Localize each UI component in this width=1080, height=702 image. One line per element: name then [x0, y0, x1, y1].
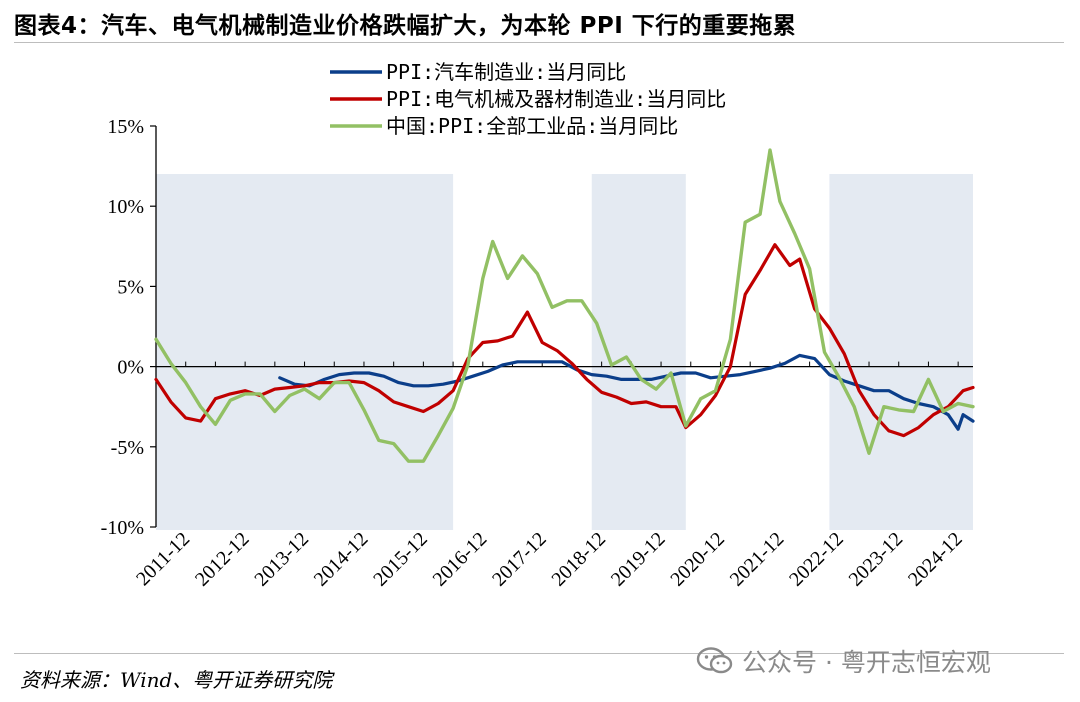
y-tick-label: 0% [117, 357, 144, 379]
legend-label-3: 中国:PPI:全部工业品:当月同比 [386, 114, 678, 138]
x-tick-label: 2019-12 [607, 528, 670, 591]
legend-label-2: PPI:电气机械及器材制造业:当月同比 [386, 87, 726, 111]
series-line-2 [154, 243, 975, 438]
chart-title: 图表4：汽车、电气机械制造业价格跌幅扩大，为本轮 PPI 下行的重要拖累 [14, 13, 797, 39]
x-tick-label: 2023-12 [845, 528, 908, 591]
x-tick-label: 2018-12 [547, 528, 610, 591]
x-tick-label: 2022-12 [785, 528, 848, 591]
shaded-period-3 [829, 174, 973, 530]
wechat-icon [696, 647, 733, 674]
y-tick-label: -10% [101, 517, 144, 539]
series-line-1 [278, 353, 975, 431]
source-note: 资料来源：Wind、粤开证券研究院 [20, 668, 333, 692]
y-tick-label: -5% [111, 437, 144, 459]
x-tick-label: 2014-12 [310, 528, 373, 591]
x-tick-label: 2016-12 [429, 528, 492, 591]
x-tick-label: 2024-12 [904, 528, 967, 591]
shaded-period-1 [156, 174, 454, 530]
x-tick-label: 2020-12 [666, 528, 729, 591]
watermark-text: 公众号 · 粤开志恒宏观 [742, 648, 991, 677]
y-tick-label: 10% [107, 196, 144, 218]
series-line-3 [154, 148, 975, 463]
watermark: 公众号 · 粤开志恒宏观 [696, 642, 1066, 680]
legend-label-1: PPI:汽车制造业:当月同比 [386, 60, 626, 84]
x-tick-label: 2013-12 [250, 528, 313, 591]
y-tick-label: 15% [107, 116, 144, 138]
x-tick-label: 2017-12 [488, 528, 551, 591]
chart-series [154, 148, 975, 463]
x-tick-label: 2015-12 [369, 528, 432, 591]
y-tick-label: 5% [117, 276, 144, 298]
x-tick-label: 2012-12 [191, 528, 254, 591]
chart-legend: PPI:汽车制造业:当月同比 PPI:电气机械及器材制造业:当月同比中国:PPI:… [330, 60, 726, 138]
bottom-divider [14, 653, 1064, 654]
shaded-periods [156, 174, 973, 530]
x-tick-label: 2021-12 [726, 528, 789, 591]
line-chart: 15%10%5%0%-5%-10%2011-122012-122013-1220… [101, 60, 975, 591]
top-divider [14, 42, 1064, 43]
